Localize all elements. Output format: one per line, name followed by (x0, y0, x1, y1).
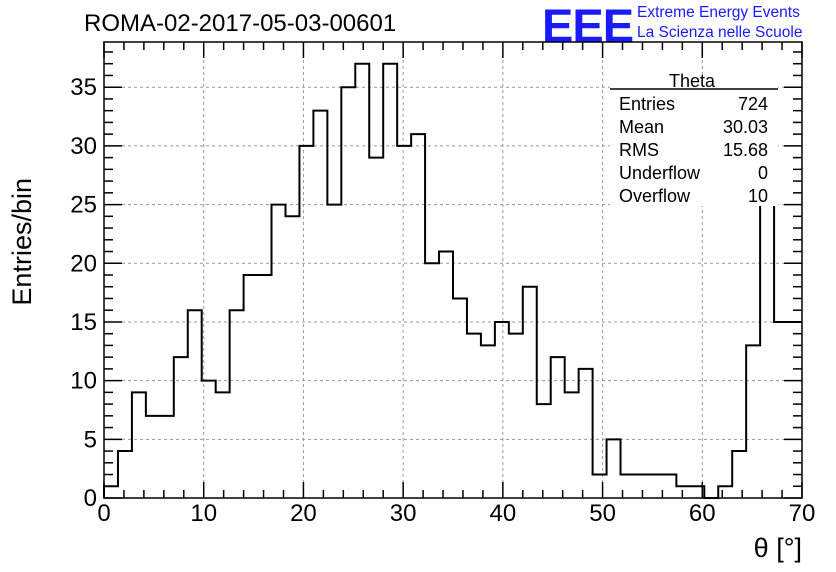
stats-label: Mean (619, 117, 664, 137)
stats-value: 10 (748, 186, 768, 206)
stats-box: Theta Entries 724 Mean 30.03 RMS 15.68 Underfl… (610, 71, 778, 206)
y-tick-label: 30 (70, 133, 97, 160)
stats-box-background (610, 86, 778, 206)
x-tick-label: 70 (789, 500, 816, 527)
y-tick-label: 20 (70, 250, 97, 277)
x-tick-labels: 0 10 20 30 40 50 60 70 (97, 500, 815, 527)
histogram-series (103, 62, 802, 499)
stats-value: 724 (738, 94, 768, 114)
stats-value: 30.03 (723, 117, 768, 137)
x-axis-title: θ [°] (754, 533, 802, 563)
y-tick-label: 35 (70, 74, 97, 101)
y-tick-label: 25 (70, 192, 97, 219)
stats-name: Theta (669, 71, 716, 91)
y-axis-title: Entries/bin (7, 178, 37, 306)
y-tick-label: 15 (70, 309, 97, 336)
x-tick-label: 30 (390, 500, 417, 527)
chart-title: ROMA-02-2017-05-03-00601 (84, 10, 397, 37)
org-name-line2: La Scienza nelle Scuole (637, 24, 803, 41)
plot-frame (103, 41, 803, 499)
x-tick-label: 0 (97, 500, 110, 527)
stats-value: 15.68 (723, 140, 768, 160)
x-tick-label: 60 (689, 500, 716, 527)
org-name-line1: Extreme Energy Events (637, 4, 800, 21)
x-tick-label: 10 (190, 500, 217, 527)
x-tick-label: 50 (589, 500, 616, 527)
y-tick-label: 5 (84, 426, 97, 453)
x-tick-label: 40 (490, 500, 517, 527)
stats-value: 0 (758, 163, 768, 183)
y-tick-label: 0 (84, 485, 97, 512)
stats-label: Entries (619, 94, 675, 114)
stats-label: Overflow (619, 186, 691, 206)
stats-label: Underflow (619, 163, 701, 183)
stats-rows: Entries 724 Mean 30.03 RMS 15.68 Underflow 0 Ove… (619, 94, 768, 206)
y-tick-labels: 0 5 10 15 20 25 30 35 (70, 74, 97, 512)
stats-label: RMS (619, 140, 659, 160)
grid-lines (104, 42, 802, 498)
eee-logo: EEE (542, 0, 634, 52)
axis-ticks (103, 42, 803, 499)
y-tick-label: 10 (70, 368, 97, 395)
x-tick-label: 20 (290, 500, 317, 527)
